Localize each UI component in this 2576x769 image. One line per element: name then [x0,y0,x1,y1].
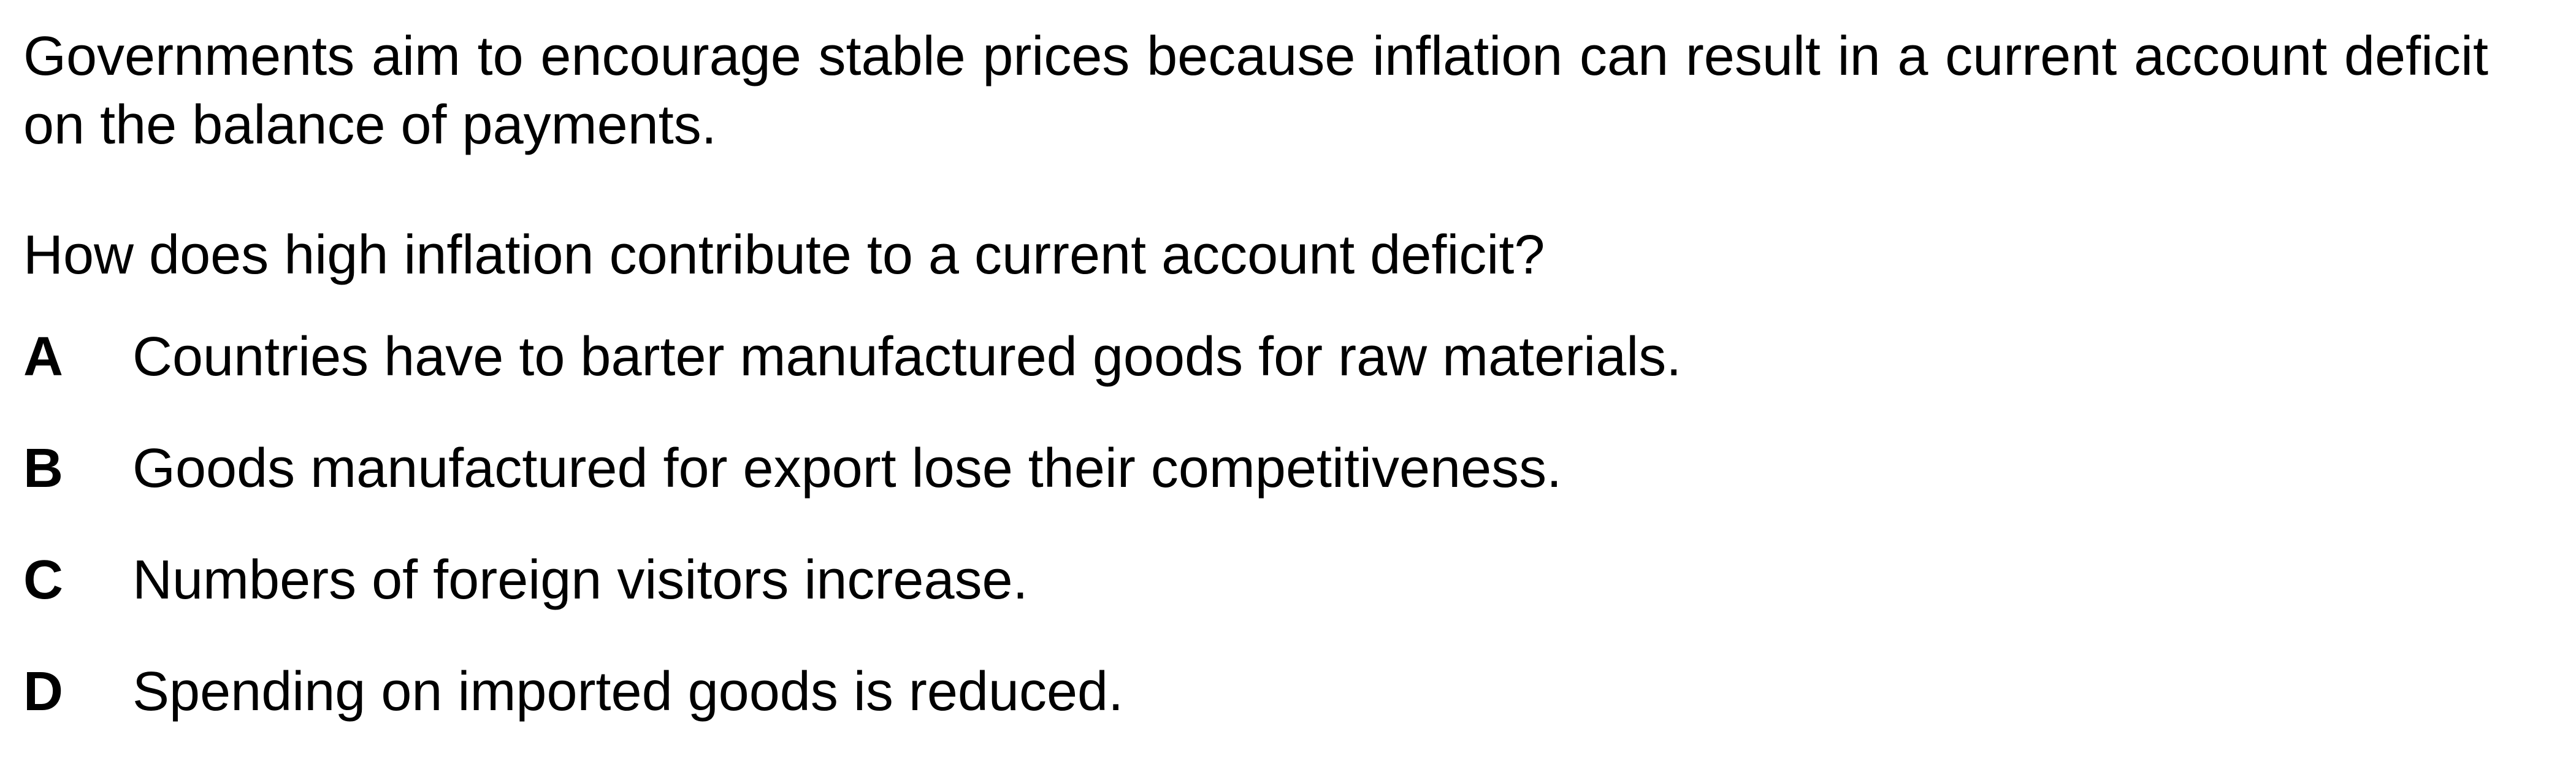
option-text: Countries have to barter manufactured go… [132,326,1682,388]
option-text: Spending on imported goods is reduced. [132,661,1124,722]
option-c[interactable]: C Numbers of foreign visitors increase. [23,546,2488,614]
option-text: Goods manufactured for export lose their… [132,438,1562,499]
option-letter: A [23,326,63,388]
question-block: Governments aim to encourage stable pric… [23,22,2488,769]
option-letter: D [23,661,63,722]
option-b[interactable]: B Goods manufactured for export lose the… [23,434,2488,503]
option-text: Numbers of foreign visitors increase. [132,549,1028,611]
option-a[interactable]: A Countries have to barter manufactured … [23,323,2488,391]
option-letter: C [23,549,63,611]
question-prompt: How does high inflation contribute to a … [23,224,1545,286]
option-letter: B [23,438,63,499]
question-stem: Governments aim to encourage stable pric… [23,26,2488,156]
answer-options: A Countries have to barter manufactured … [23,323,2488,726]
option-d[interactable]: D Spending on imported goods is reduced. [23,657,2488,726]
